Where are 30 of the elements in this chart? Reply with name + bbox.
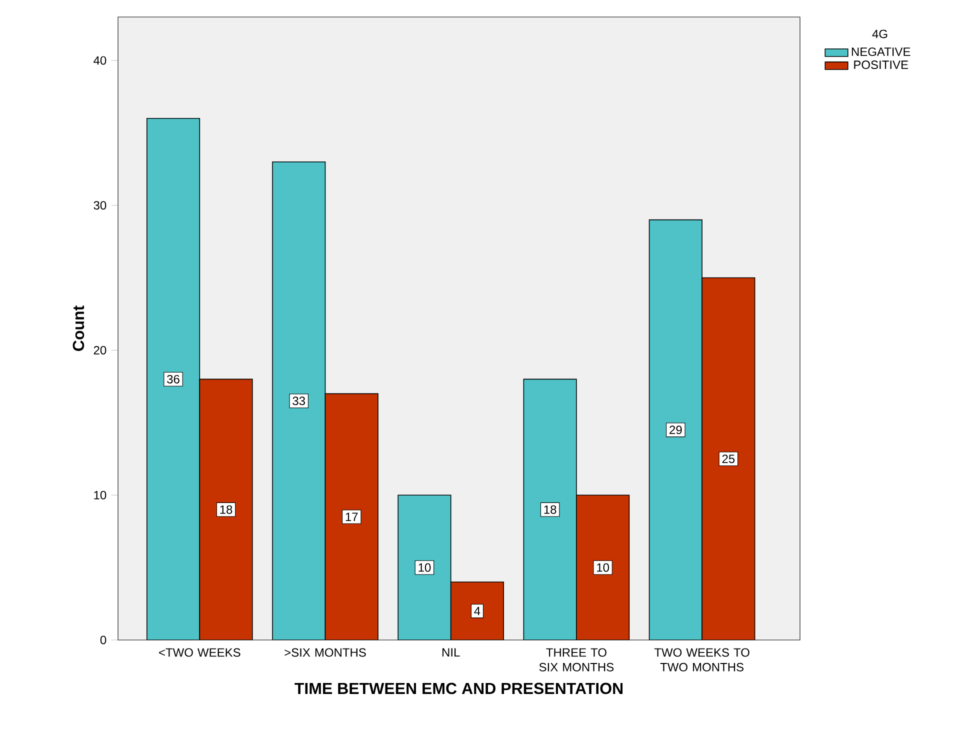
bar [324, 393, 378, 640]
data-label: 10 [418, 563, 431, 572]
data-label: 10 [597, 563, 610, 572]
x-axis-title: TIME BETWEEN EMC AND PRESENTATION [294, 682, 623, 694]
bar [450, 582, 504, 640]
y-axis-title: Count [72, 306, 84, 351]
data-label: 17 [346, 512, 358, 521]
data-label: 25 [722, 454, 735, 464]
x-tick-label: NIL [442, 648, 460, 657]
x-tick-label: <TWO WEEKS [159, 648, 240, 657]
data-label: 36 [167, 374, 180, 384]
data-label: 4 [474, 606, 480, 616]
bar [576, 494, 630, 640]
x-tick-label: TWO WEEKS TO TWO MONTHS [654, 648, 750, 672]
y-tick-label: 30 [94, 201, 106, 210]
x-tick-label: THREE TO SIX MONTHS [539, 648, 614, 672]
data-label: 33 [292, 396, 306, 406]
legend-label: NEGATIVE [852, 48, 910, 56]
data-label: 18 [544, 505, 556, 514]
data-label: 18 [220, 505, 232, 514]
legend-title: 4G [872, 30, 888, 38]
data-label: 29 [670, 426, 682, 434]
bar [702, 277, 756, 640]
x-tick-label: >SIX MONTHS [284, 648, 366, 657]
y-tick-label: 10 [94, 490, 106, 500]
bar [199, 378, 253, 640]
y-tick-label: 40 [94, 56, 106, 65]
legend-label: POSITIVE [854, 60, 908, 70]
y-tick-label: 20 [94, 346, 106, 354]
y-tick-label: 0 [100, 636, 106, 644]
